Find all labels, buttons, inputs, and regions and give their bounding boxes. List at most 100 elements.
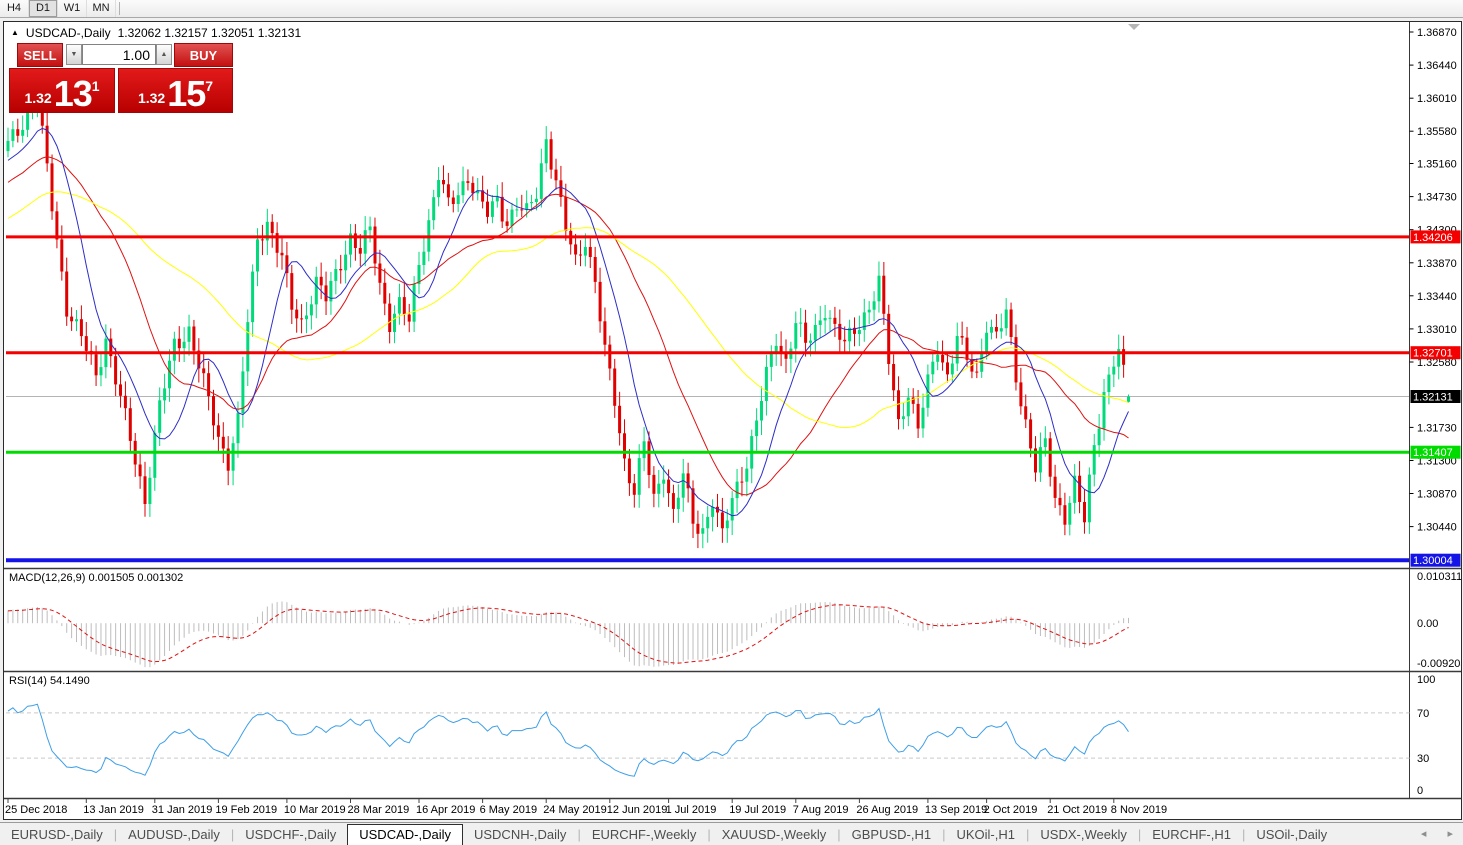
svg-text:25 Dec 2018: 25 Dec 2018: [5, 804, 67, 816]
tab-separator: |: [230, 826, 235, 842]
svg-text:1.35160: 1.35160: [1417, 159, 1457, 171]
svg-text:1 Jul 2019: 1 Jul 2019: [666, 804, 717, 816]
svg-text:1.34730: 1.34730: [1417, 192, 1457, 204]
spinner-down-icon: ▼: [70, 51, 78, 58]
svg-text:8 Nov 2019: 8 Nov 2019: [1111, 804, 1167, 816]
svg-text:1.31407: 1.31407: [1413, 447, 1453, 459]
timeframe-toolbar: H4 D1 W1 MN: [0, 0, 1463, 18]
tab-separator: |: [577, 826, 581, 842]
sell-price-box[interactable]: 1.32 13 1: [9, 68, 115, 113]
svg-text:0.010311: 0.010311: [1417, 571, 1461, 583]
svg-text:13 Jan 2019: 13 Jan 2019: [83, 804, 144, 816]
timeframe-buttons: H4 D1 W1 MN: [0, 0, 116, 17]
tab-ukoil-h1[interactable]: UKOil-,H1: [956, 826, 1015, 842]
svg-text:19 Jul 2019: 19 Jul 2019: [729, 804, 786, 816]
svg-text:24 May 2019: 24 May 2019: [543, 804, 607, 816]
volume-increase-button[interactable]: ▲: [156, 44, 172, 65]
svg-text:1.33010: 1.33010: [1417, 324, 1457, 336]
sell-button[interactable]: SELL: [17, 43, 63, 67]
svg-text:31 Jan 2019: 31 Jan 2019: [152, 804, 213, 816]
svg-text:-0.009203: -0.009203: [1417, 658, 1461, 670]
svg-text:2 Oct 2019: 2 Oct 2019: [984, 804, 1038, 816]
tab-scroll-right-icon[interactable]: ▸: [1447, 828, 1453, 840]
tab-separator: |: [1241, 826, 1246, 842]
svg-text:0: 0: [1417, 785, 1423, 797]
svg-text:1.32580: 1.32580: [1417, 357, 1457, 369]
tab-usoil-daily[interactable]: USOil-,Daily: [1256, 826, 1328, 842]
volume-input[interactable]: [82, 44, 156, 65]
rsi-indicator-label: RSI(14) 54.1490: [9, 675, 90, 687]
buy-price-prefix: 1.32: [137, 90, 166, 106]
tab-eurchf-h1[interactable]: EURCHF-,H1: [1152, 826, 1231, 842]
timeframe-d1-button[interactable]: D1: [29, 0, 58, 17]
svg-text:1.30004: 1.30004: [1413, 555, 1453, 567]
tab-separator: |: [1137, 826, 1142, 842]
svg-text:19 Feb 2019: 19 Feb 2019: [215, 804, 277, 816]
svg-text:1.36010: 1.36010: [1417, 93, 1457, 105]
svg-text:12 Jun 2019: 12 Jun 2019: [607, 804, 668, 816]
svg-text:21 Oct 2019: 21 Oct 2019: [1047, 804, 1107, 816]
chart-symbol-label: USDCAD-,Daily: [25, 26, 111, 40]
tab-separator: |: [707, 826, 711, 842]
svg-text:0.00: 0.00: [1417, 618, 1438, 630]
chart-ohlc-values: 1.32062 1.32157 1.32051 1.32131: [117, 26, 302, 40]
chart-tabs: EURUSD-,Daily | AUDUSD-,Daily | USDCHF-,Dail…: [0, 823, 1338, 845]
buy-price-sup: 7: [205, 78, 214, 94]
spinner-up-icon: ▲: [160, 51, 168, 58]
tab-gbpusd-h1[interactable]: GBPUSD-,H1: [851, 826, 932, 842]
chart-title-line: ▲ USDCAD-,Daily 1.32062 1.32157 1.32051 …: [11, 26, 301, 40]
tab-eurusd-daily[interactable]: EURUSD-,Daily: [11, 826, 103, 842]
svg-text:10 Mar 2019: 10 Mar 2019: [284, 804, 346, 816]
svg-text:1.32701: 1.32701: [1413, 348, 1453, 360]
svg-text:1.35580: 1.35580: [1417, 126, 1457, 138]
tab-separator: |: [837, 826, 841, 842]
collapse-arrow-icon[interactable]: ▲: [11, 28, 19, 37]
svg-text:28 Mar 2019: 28 Mar 2019: [348, 804, 410, 816]
volume-decrease-button[interactable]: ▼: [66, 44, 82, 65]
svg-text:1.34206: 1.34206: [1413, 232, 1453, 244]
svg-text:1.36440: 1.36440: [1417, 60, 1457, 72]
svg-text:1.33440: 1.33440: [1417, 291, 1457, 303]
tab-usdx-weekly[interactable]: USDX-,Weekly: [1040, 826, 1127, 842]
svg-text:30: 30: [1417, 753, 1429, 765]
one-click-trading-panel: SELL ▼ ▲ BUY 1.32 13 1 1.32 15 7: [9, 43, 233, 113]
tab-scroll-arrows: ◂ ▸: [1403, 827, 1453, 840]
sell-price-big: 13: [53, 73, 93, 114]
svg-text:1.33870: 1.33870: [1417, 258, 1457, 270]
tab-usdcnh-daily[interactable]: USDCNH-,Daily: [473, 826, 567, 842]
buy-price-big: 15: [167, 73, 206, 114]
timeframe-mn-button[interactable]: MN: [87, 0, 116, 17]
tab-xauusd-weekly[interactable]: XAUUSD-,Weekly: [721, 826, 827, 842]
macd-indicator-label: MACD(12,26,9) 0.001505 0.001302: [9, 572, 184, 584]
tab-separator: |: [1026, 826, 1030, 842]
svg-text:1.31730: 1.31730: [1417, 422, 1457, 434]
svg-text:1.30440: 1.30440: [1417, 522, 1457, 534]
toolbar-separator: [119, 2, 120, 15]
timeframe-h4-button[interactable]: H4: [0, 0, 29, 17]
tab-separator: |: [113, 826, 118, 842]
svg-text:1.30870: 1.30870: [1417, 489, 1457, 501]
timeframe-w1-button[interactable]: W1: [58, 0, 87, 17]
sell-price-sup: 1: [91, 78, 100, 94]
svg-text:1.32131: 1.32131: [1413, 392, 1453, 404]
svg-text:70: 70: [1417, 708, 1429, 720]
tab-eurchf-weekly[interactable]: EURCHF-,Weekly: [591, 826, 697, 842]
svg-text:100: 100: [1417, 674, 1435, 686]
chart-window: 1.36870 1.36440 1.36010 1.35580 1.35160 1.347…: [3, 21, 1462, 820]
svg-text:16 Apr 2019: 16 Apr 2019: [416, 804, 475, 816]
svg-text:13 Sep 2019: 13 Sep 2019: [925, 804, 987, 816]
svg-text:26 Aug 2019: 26 Aug 2019: [856, 804, 918, 816]
svg-text:7 Aug 2019: 7 Aug 2019: [793, 804, 849, 816]
chart-canvas[interactable]: 1.36870 1.36440 1.36010 1.35580 1.35160 1.347…: [4, 22, 1461, 819]
sell-price-prefix: 1.32: [24, 90, 52, 106]
tab-separator: |: [942, 826, 946, 842]
tab-audusd-daily[interactable]: AUDUSD-,Daily: [128, 826, 220, 842]
buy-price-box[interactable]: 1.32 15 7: [118, 68, 233, 113]
svg-text:1.36870: 1.36870: [1417, 27, 1457, 39]
tab-scroll-left-icon[interactable]: ◂: [1420, 828, 1427, 840]
tab-usdchf-daily[interactable]: USDCHF-,Daily: [245, 826, 337, 842]
svg-text:6 May 2019: 6 May 2019: [480, 804, 537, 816]
tab-usdcad-daily[interactable]: USDCAD-,Daily: [347, 823, 463, 845]
chart-tab-bar: EURUSD-,Daily | AUDUSD-,Daily | USDCHF-,Dail…: [0, 822, 1463, 845]
buy-button[interactable]: BUY: [174, 43, 233, 67]
